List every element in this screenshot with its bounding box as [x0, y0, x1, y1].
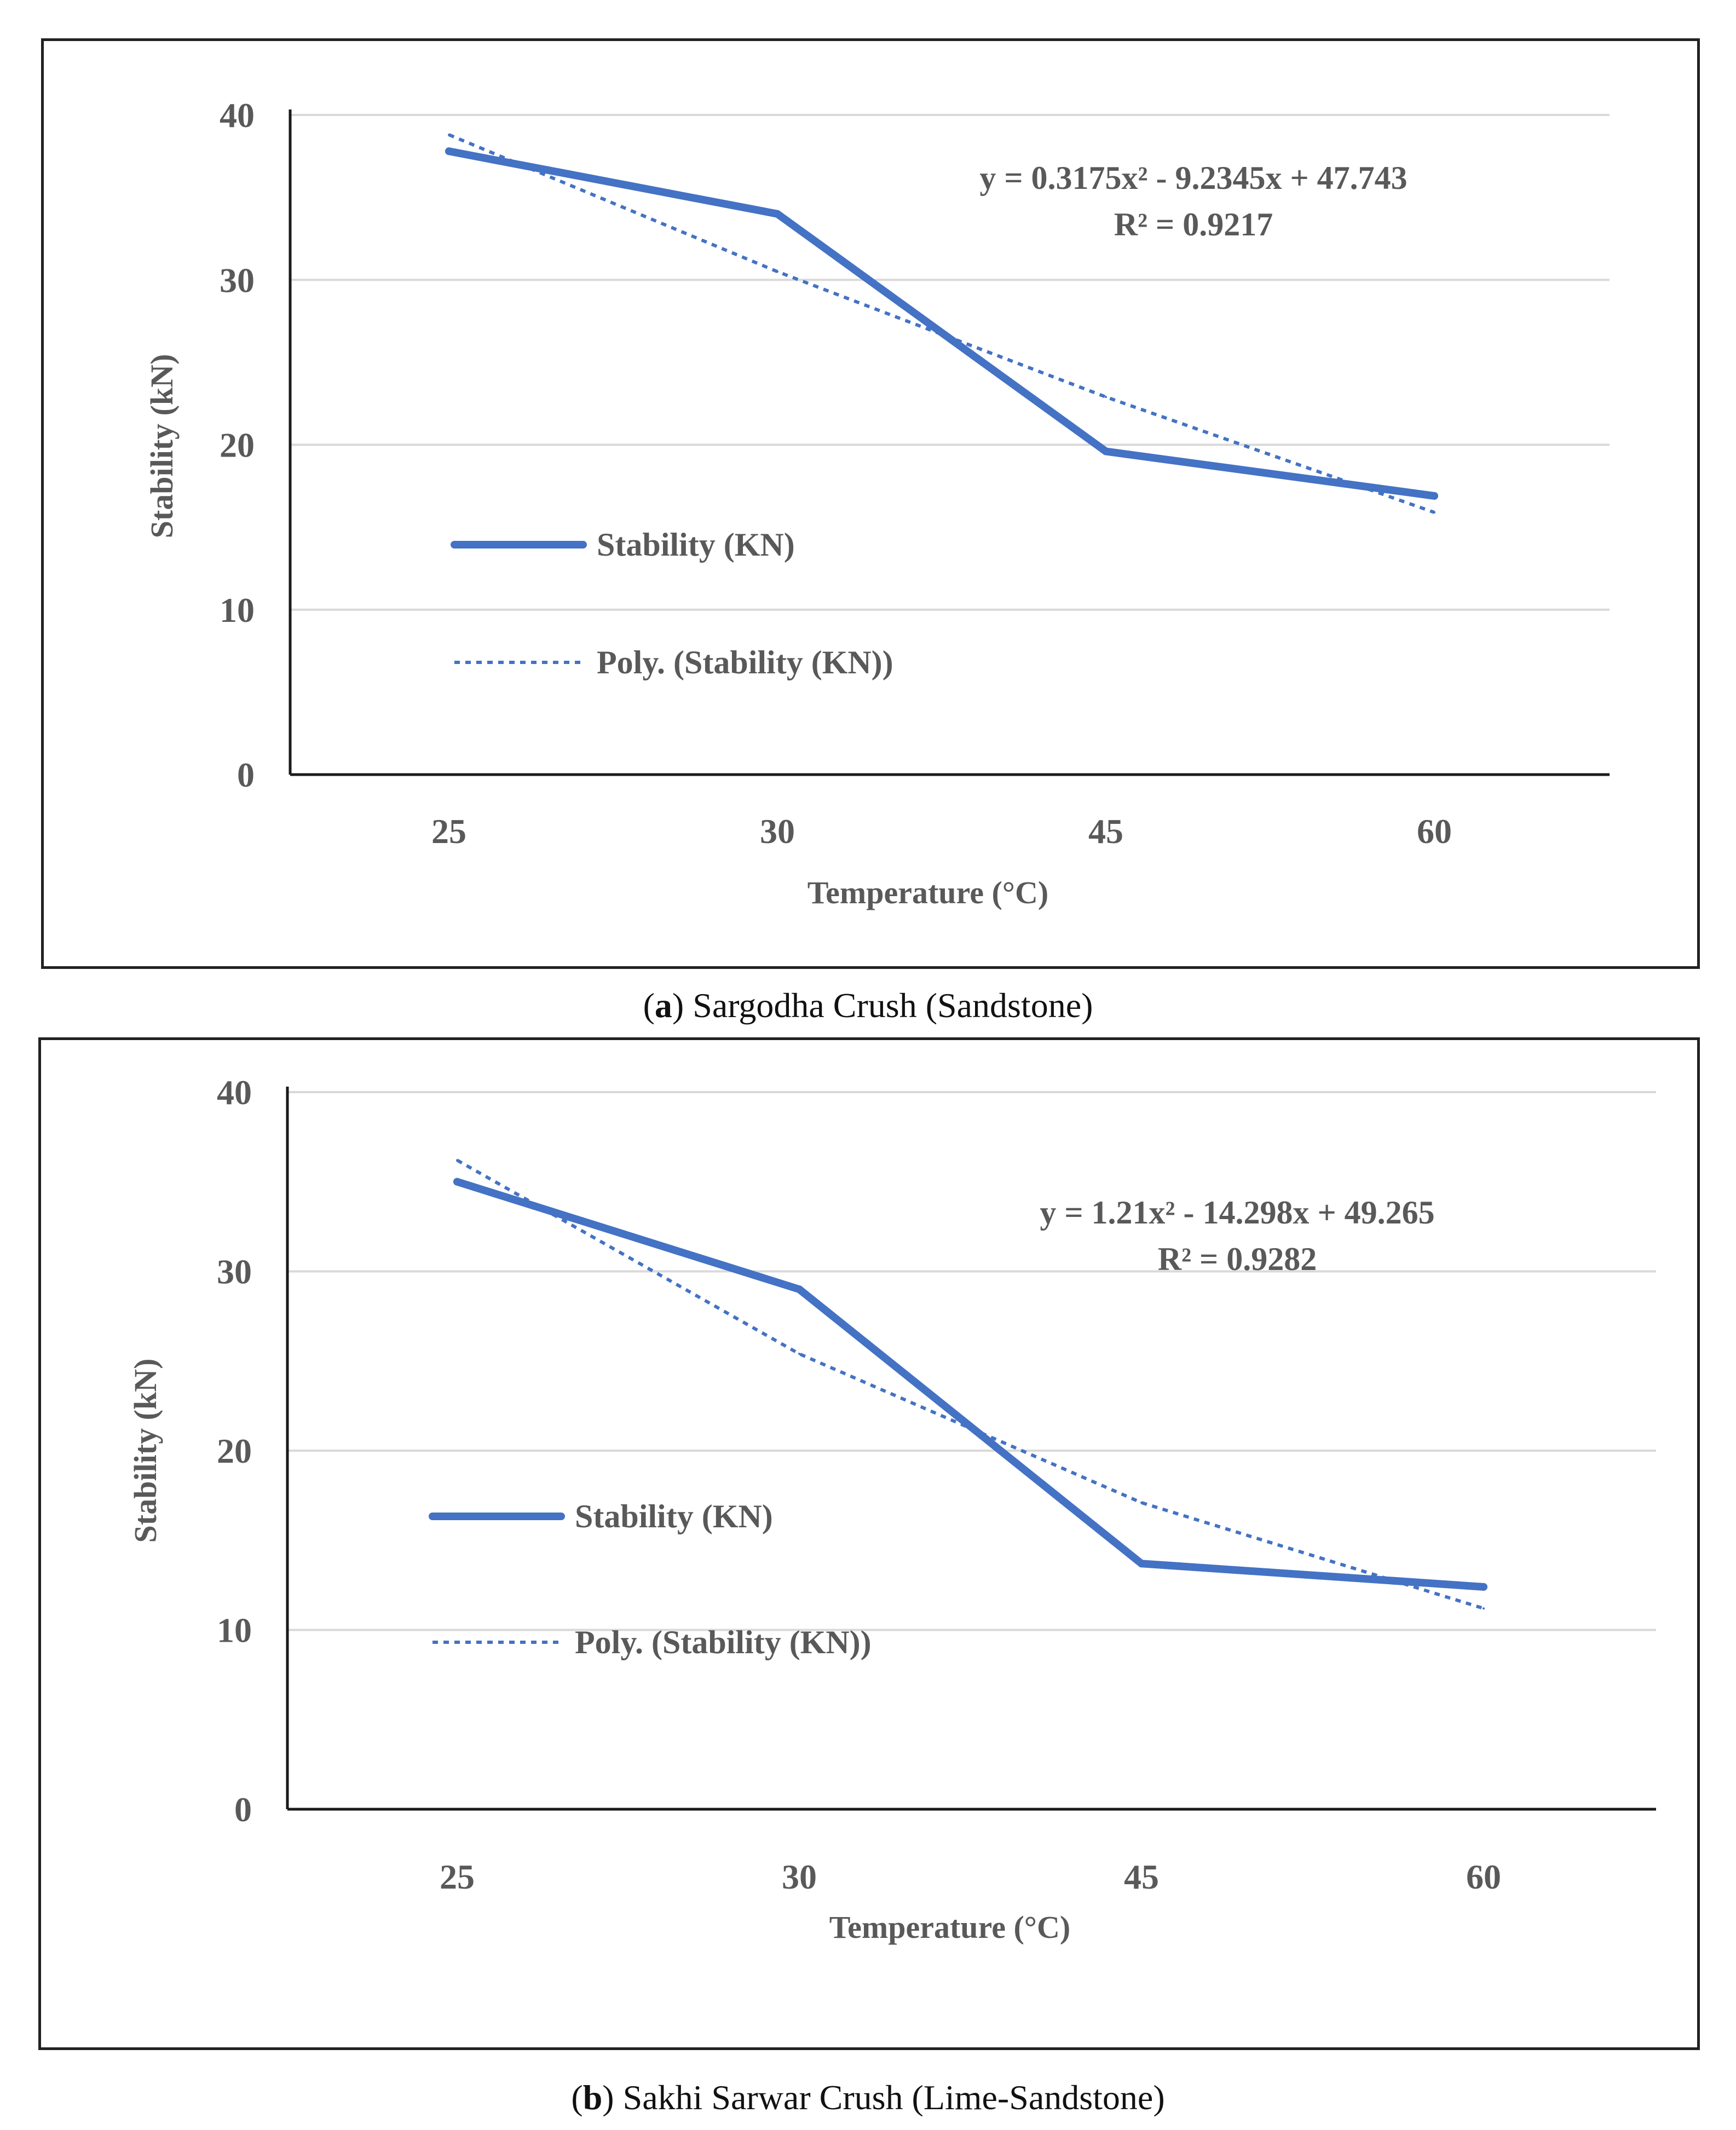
- chart-b-x-tick-label: 60: [1466, 1857, 1501, 1896]
- chart-b-trend-point: [1140, 1501, 1143, 1504]
- chart-a-trend-point: [1433, 511, 1435, 514]
- chart-b-trend-point: [1483, 1607, 1485, 1610]
- chart-a-legend-label-poly: Poly. (Stability (KN)): [597, 644, 893, 680]
- chart-svg-b: 0 10 20 30 40 25 30 45 60 Temperature (°C) Stabili…: [128, 1073, 1656, 1945]
- chart-b-trendline: [456, 1158, 1484, 1611]
- chart-b-y-axis-title: Stability (kN): [128, 1359, 163, 1543]
- chart-b-y-tick-label: 30: [217, 1252, 252, 1291]
- chart-panel-a: 0 10 20 30 40 25 30 45 60 Temperature (°C) Stabili…: [41, 38, 1700, 969]
- caption-b: (b) Sakhi Sarwar Crush (Lime-Sandstone): [571, 2078, 1165, 2117]
- chart-a-y-tick-label: 40: [220, 96, 255, 135]
- chart-b-legend-label-poly: Poly. (Stability (KN)): [575, 1624, 872, 1660]
- chart-a-r-squared: R² = 0.9217: [1114, 206, 1273, 243]
- chart-b-data-point: [795, 1285, 803, 1294]
- chart-b-data-point: [1138, 1560, 1145, 1568]
- chart-a-y-tick-label: 0: [237, 755, 255, 794]
- chart-b-y-tick-label: 20: [217, 1431, 252, 1470]
- chart-b-x-tick-label: 30: [782, 1857, 817, 1896]
- chart-b-y-tick-label: 10: [217, 1611, 252, 1650]
- chart-a-trend-point: [776, 270, 778, 273]
- chart-b-trend-equation: y = 1.21x² - 14.298x + 49.265: [1040, 1194, 1434, 1231]
- chart-b-series-line: [453, 1177, 1487, 1591]
- chart-b-y-tick-label: 0: [234, 1790, 252, 1829]
- chart-a-trend-point: [1105, 396, 1107, 399]
- chart-b-x-axis-title: Temperature (°C): [829, 1909, 1070, 1945]
- caption-text-a: Sargodha Crush (Sandstone): [693, 986, 1093, 1025]
- caption-text-b: Sakhi Sarwar Crush (Lime-Sandstone): [622, 2078, 1165, 2117]
- chart-a-legend-label-stability: Stability (KN): [597, 527, 795, 563]
- chart-b-data-point: [453, 1177, 461, 1186]
- chart-a-data-point: [774, 210, 781, 218]
- chart-a-y-tick-label: 20: [220, 426, 255, 465]
- chart-a-series-line: [445, 147, 1438, 500]
- chart-b-trend-point: [456, 1159, 458, 1162]
- caption-letter-b: b: [582, 2078, 603, 2117]
- chart-b-x-tick-label: 45: [1124, 1857, 1159, 1896]
- chart-a-x-tick-label: 30: [760, 812, 795, 851]
- chart-b-legend-label-stability: Stability (KN): [575, 1498, 773, 1534]
- chart-a-data-point: [445, 147, 453, 155]
- chart-b-trend-point: [798, 1353, 800, 1355]
- chart-a-data-point: [1431, 492, 1438, 500]
- caption-letter-a: a: [654, 986, 672, 1025]
- chart-a-x-tick-label: 25: [431, 812, 466, 851]
- chart-b-r-squared: R² = 0.9282: [1158, 1241, 1317, 1277]
- chart-svg-a: 0 10 20 30 40 25 30 45 60 Temperature (°C) Stabili…: [144, 96, 1610, 910]
- chart-b-data-point: [1480, 1583, 1487, 1591]
- chart-a-x-axis-title: Temperature (°C): [808, 875, 1048, 910]
- chart-a-x-tick-label: 45: [1088, 812, 1123, 851]
- chart-a-trend-point: [448, 134, 450, 136]
- caption-a: (a) Sargodha Crush (Sandstone): [643, 986, 1093, 1025]
- chart-a-y-tick-label: 30: [220, 261, 255, 299]
- chart-panel-b: 0 10 20 30 40 25 30 45 60 Temperature (°C) Stabili…: [38, 1037, 1700, 2050]
- chart-a-y-tick-label: 10: [220, 591, 255, 630]
- chart-a-y-axis-title: Stability (kN): [144, 354, 180, 539]
- chart-b-y-tick-label: 40: [217, 1073, 252, 1112]
- chart-b-x-tick-label: 25: [440, 1857, 475, 1896]
- chart-a-trend-equation: y = 0.3175x² - 9.2345x + 47.743: [979, 160, 1407, 196]
- chart-a-data-point: [1102, 447, 1110, 455]
- chart-a-x-tick-label: 60: [1417, 812, 1452, 851]
- chart-a-trendline: [448, 133, 1435, 514]
